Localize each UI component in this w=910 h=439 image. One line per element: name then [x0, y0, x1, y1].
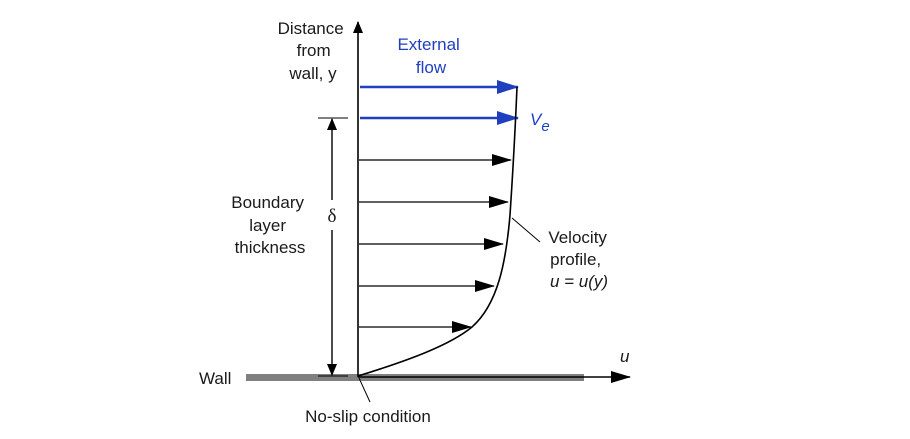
wall-label: Wall	[199, 369, 231, 388]
external-flow-label: External flow	[397, 35, 464, 77]
boundary-layer-label: Boundary layer thickness	[231, 193, 309, 257]
delta-symbol: δ	[328, 206, 337, 227]
no-slip-leader-line	[358, 377, 371, 403]
no-slip-label: No-slip condition	[305, 407, 431, 426]
ve-label: Ve	[530, 110, 550, 135]
velocity-profile-curve	[357, 86, 518, 377]
velocity-profile-label: Velocity profile, u = u(y)	[548, 228, 611, 291]
u-axis-label: u	[620, 347, 630, 366]
profile-leader-line	[511, 217, 541, 243]
y-axis-label: Distance from wall, y	[278, 19, 349, 83]
